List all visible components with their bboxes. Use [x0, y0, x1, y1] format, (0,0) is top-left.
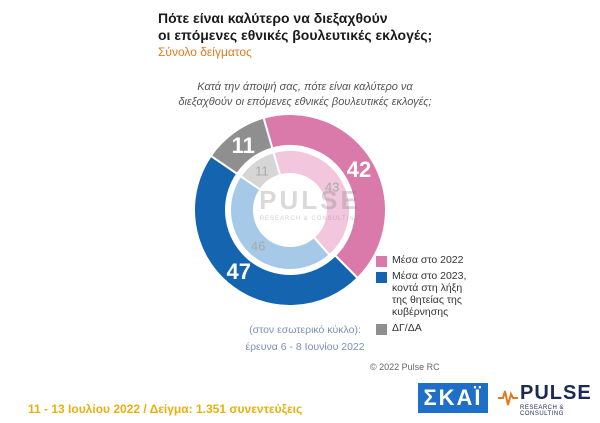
legend-label-1-0: Μέσα στο 2023, — [392, 270, 467, 282]
question-line-1: Κατά την άποψή σας, πότε είναι καλύτερο … — [197, 81, 413, 93]
pulse-wave-icon — [498, 390, 518, 406]
inner-note-line-2: έρευνα 6 - 8 Ιουνίου 2022 — [245, 341, 365, 353]
pulse-logo-name: PULSE — [520, 382, 592, 404]
ring0-slice-0 — [262, 113, 387, 280]
legend-item-1: Μέσα στο 2023, κοντά στη λήξη της θητείας … — [376, 270, 506, 318]
legend-swatch-1 — [376, 272, 387, 283]
ring0-label-0: 42 — [347, 157, 371, 182]
ring0-slice-2 — [209, 116, 274, 176]
ring0-slice-1 — [193, 154, 360, 307]
ring1-slice-0 — [272, 149, 351, 257]
ring0-label-2: 11 — [232, 133, 255, 158]
legend-label-1-1: κοντά στη λήξη — [392, 282, 463, 294]
ring1-label-1: 46 — [251, 238, 265, 253]
copyright-text: © 2022 Pulse RC — [370, 362, 440, 372]
legend-swatch-2 — [376, 324, 387, 335]
legend-label-0-0: Μέσα στο 2022 — [392, 254, 464, 266]
chart-title: Πότε είναι καλύτερο να διεξαχθούν οι επό… — [158, 10, 458, 60]
title-line-2: οι επόμενες εθνικές βουλευτικές εκλογές; — [158, 27, 433, 43]
ring0-label-1: 47 — [227, 259, 251, 284]
pulse-logo-sub: RESEARCH & CONSULTING — [520, 405, 565, 417]
title-line-1: Πότε είναι καλύτερο να διεξαχθούν — [158, 10, 388, 26]
ring1-label-2: 11 — [255, 164, 269, 179]
chart-subtitle: Σύνολο δείγματος — [158, 45, 252, 59]
legend-label-1-3: κυβέρνησης — [392, 306, 449, 318]
inner-note-line-1: (στον εσωτερικό κύκλο): — [249, 324, 361, 336]
nested-donut-chart: 42 47 11 43 46 11 — [193, 113, 387, 307]
skai-logo: ΣΚΑΪ — [418, 383, 488, 413]
legend-label-1-2: της θητείας της — [392, 294, 462, 306]
legend-item-0: Μέσα στο 2022 — [376, 254, 506, 267]
legend-label-2-0: ΔΓ/ΔΑ — [392, 322, 422, 334]
inner-ring-note: (στον εσωτερικό κύκλο): έρευνα 6 - 8 Ιου… — [210, 322, 400, 356]
ring1-slice-1 — [229, 174, 331, 271]
ring1-slice-2 — [239, 151, 282, 192]
pulse-logo: PULSE RESEARCH & CONSULTING — [498, 382, 594, 417]
legend-item-2: ΔΓ/ΔΑ — [376, 322, 506, 335]
question-line-2: διεξαχθούν οι επόμενες εθνικές βουλευτικ… — [178, 96, 432, 108]
chart-legend: Μέσα στο 2022 Μέσα στο 2023, κοντά στη λήξ… — [376, 254, 506, 338]
survey-footer: 11 - 13 Ιουλίου 2022 / Δείγμα: 1.351 συν… — [28, 402, 303, 416]
legend-swatch-0 — [376, 256, 387, 267]
ring1-label-0: 43 — [325, 180, 339, 195]
survey-question: Κατά την άποψή σας, πότε είναι καλύτερο … — [140, 80, 470, 110]
